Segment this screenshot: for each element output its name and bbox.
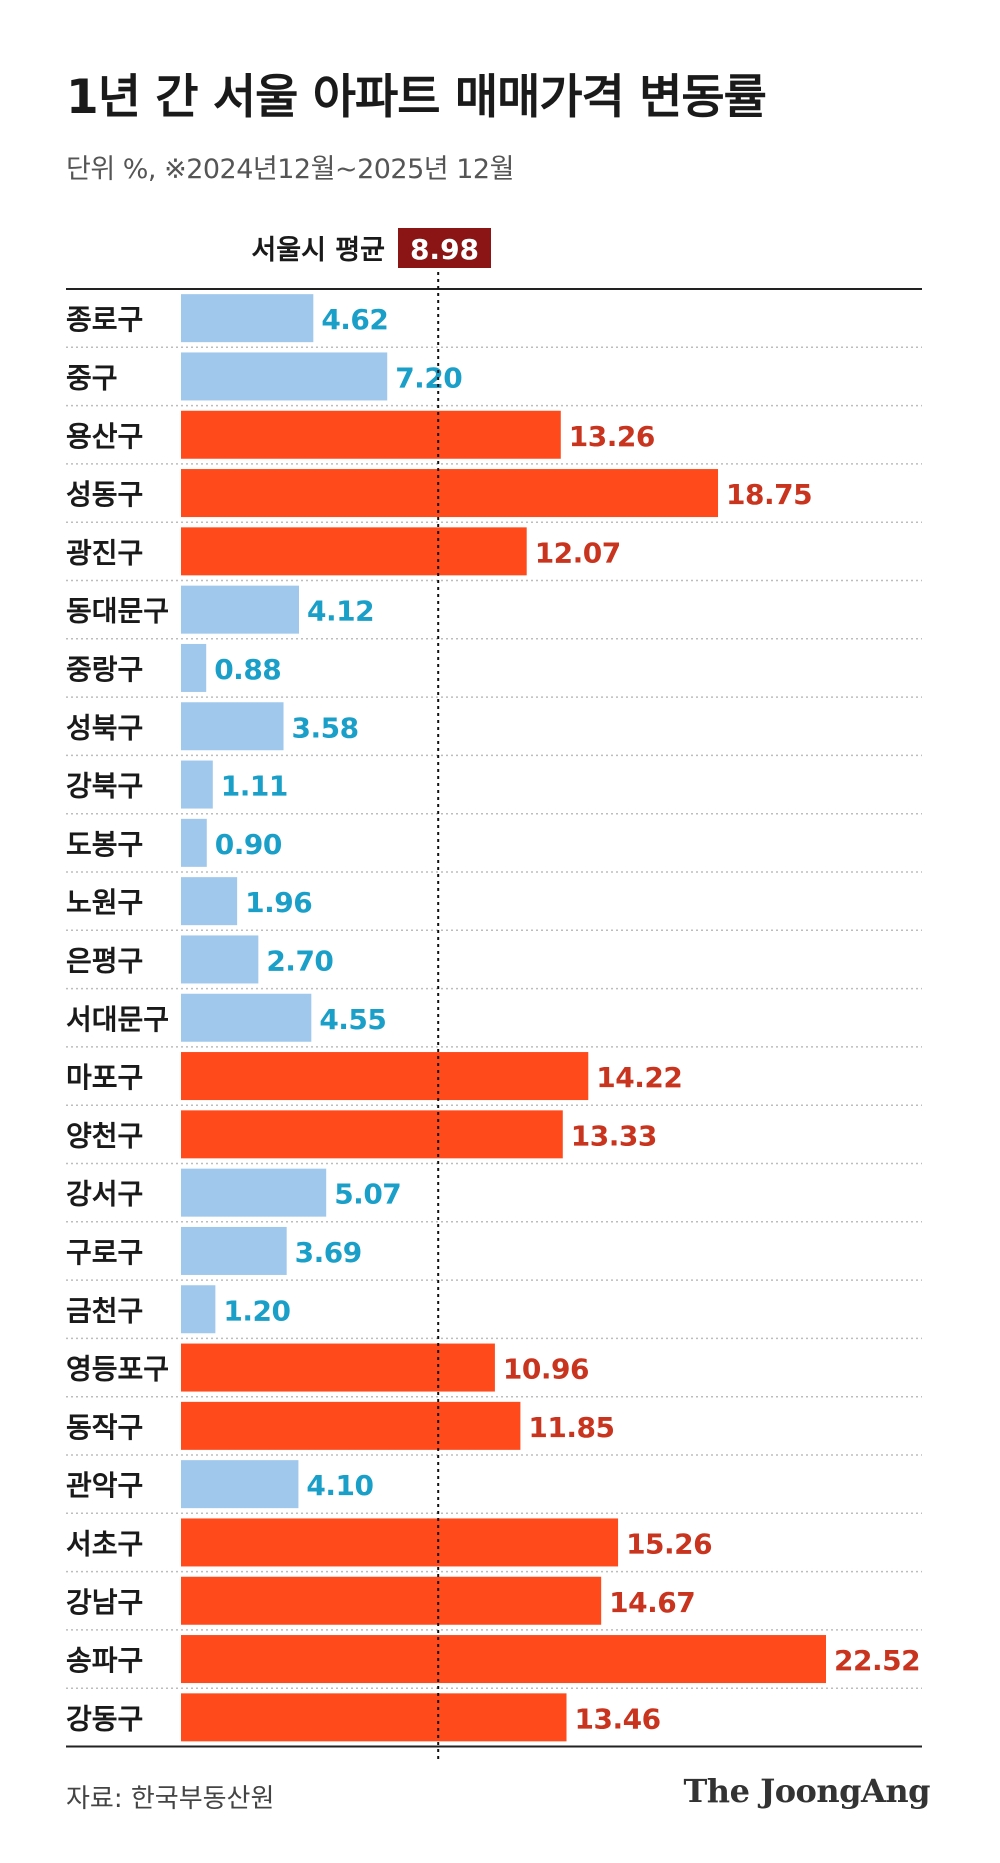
bar-강남구 [181, 1576, 602, 1625]
category-label: 강서구 [66, 1178, 143, 1211]
data-label: 13.46 [575, 1702, 661, 1735]
category-label: 광진구 [66, 536, 143, 569]
category-label: 중랑구 [66, 653, 143, 686]
category-label: 성동구 [66, 478, 143, 511]
data-label: 4.62 [321, 303, 388, 336]
data-label: 22.52 [834, 1644, 920, 1677]
bar-광진구 [181, 527, 527, 576]
data-label: 2.70 [266, 944, 333, 977]
category-label: 금천구 [66, 1294, 143, 1327]
data-label: 5.07 [334, 1178, 401, 1211]
brand-logo: The JoongAng [683, 1772, 930, 1810]
bar-은평구 [181, 935, 259, 984]
category-label: 서초구 [66, 1527, 143, 1560]
category-label: 은평구 [66, 944, 143, 977]
data-label: 13.26 [569, 420, 655, 453]
category-label: 관악구 [66, 1469, 143, 1502]
bar-강동구 [181, 1693, 567, 1742]
bar-영등포구 [181, 1343, 495, 1392]
chart-title: 1년 간 서울 아파트 매매가격 변동률 [66, 70, 767, 125]
bar-서대문구 [181, 993, 312, 1042]
bar-구로구 [181, 1226, 287, 1275]
bar-동작구 [181, 1401, 521, 1450]
data-label: 4.55 [319, 1003, 386, 1036]
category-label: 동작구 [66, 1411, 143, 1444]
chart-subtitle: 단위 %, ※2024년12월~2025년 12월 [66, 154, 514, 185]
category-label: 구로구 [66, 1236, 143, 1269]
bar-양천구 [181, 1110, 563, 1159]
category-label: 영등포구 [66, 1353, 169, 1386]
source-note: 자료: 한국부동산원 [66, 1784, 275, 1814]
data-label: 10.96 [503, 1353, 589, 1386]
data-label: 18.75 [726, 478, 812, 511]
data-label: 4.10 [306, 1469, 373, 1502]
data-label: 1.11 [221, 770, 288, 803]
category-label: 양천구 [66, 1119, 143, 1152]
category-label: 동대문구 [66, 595, 169, 628]
data-label: 15.26 [626, 1527, 712, 1560]
category-label: 중구 [66, 361, 118, 394]
bar-용산구 [181, 410, 561, 459]
data-label: 3.69 [295, 1236, 362, 1269]
average-value: 8.98 [410, 233, 479, 266]
category-label: 강북구 [66, 770, 143, 803]
bar-성동구 [181, 469, 719, 518]
bar-중구 [181, 352, 388, 401]
category-label: 도봉구 [66, 828, 143, 861]
average-value-badge [398, 228, 491, 268]
data-label: 0.88 [214, 653, 281, 686]
category-label: 용산구 [66, 420, 143, 453]
category-label: 강남구 [66, 1586, 143, 1619]
bar-관악구 [181, 1460, 299, 1509]
bar-강북구 [181, 760, 213, 809]
data-label: 14.22 [596, 1061, 682, 1094]
category-label: 송파구 [66, 1644, 143, 1677]
bar-강서구 [181, 1168, 327, 1217]
category-label: 마포구 [66, 1061, 143, 1094]
bar-서초구 [181, 1518, 619, 1567]
data-label: 4.12 [307, 595, 374, 628]
data-label: 14.67 [609, 1586, 695, 1619]
category-label: 종로구 [66, 303, 143, 336]
bar-송파구 [181, 1635, 826, 1684]
category-label: 성북구 [66, 711, 143, 744]
data-label: 3.58 [292, 711, 359, 744]
bar-중랑구 [181, 643, 207, 692]
category-label: 강동구 [66, 1702, 143, 1735]
average-label: 서울시 평균 [251, 235, 385, 266]
category-label: 서대문구 [66, 1003, 169, 1036]
category-label: 노원구 [66, 886, 143, 919]
bar-동대문구 [181, 585, 300, 634]
data-label: 11.85 [528, 1411, 614, 1444]
data-label: 1.20 [223, 1294, 290, 1327]
data-label: 7.20 [395, 361, 462, 394]
bar-성북구 [181, 702, 284, 751]
data-label: 13.33 [571, 1119, 657, 1152]
data-label: 12.07 [535, 536, 621, 569]
bar-마포구 [181, 1052, 589, 1101]
bar-종로구 [181, 294, 314, 343]
data-label: 1.96 [245, 886, 312, 919]
data-label: 0.90 [215, 828, 282, 861]
bar-금천구 [181, 1285, 216, 1334]
bar-노원구 [181, 877, 238, 926]
bar-도봉구 [181, 818, 207, 867]
